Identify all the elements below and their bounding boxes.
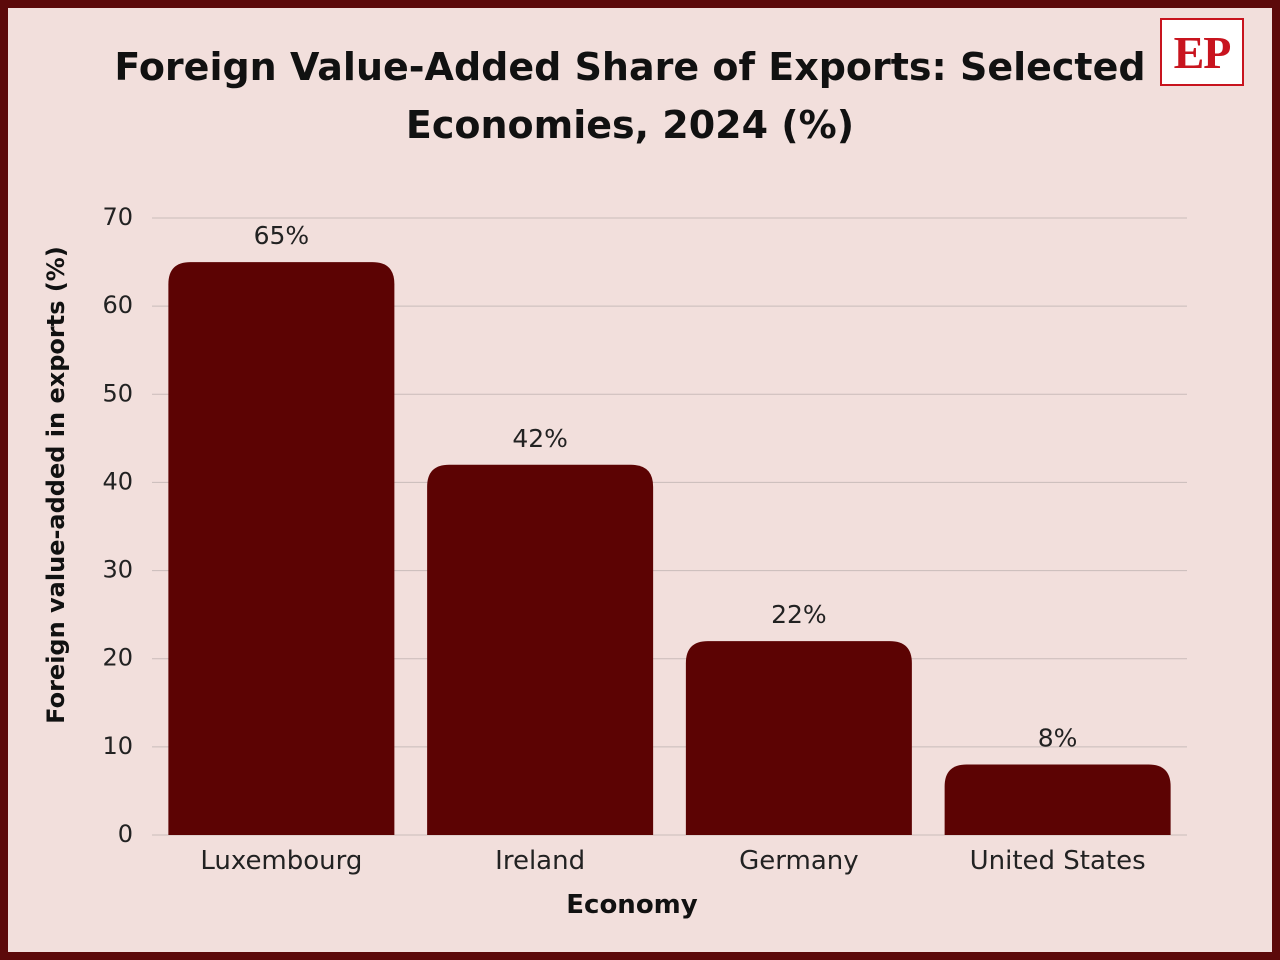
y-tick-label: 30 (102, 556, 133, 584)
y-tick-label: 40 (102, 467, 133, 495)
x-tick-label: Ireland (495, 846, 585, 876)
x-tick-label: Luxembourg (200, 846, 362, 876)
x-tick-label: United States (970, 846, 1146, 876)
chart-title: Foreign Value-Added Share of Exports: Se… (114, 45, 1146, 147)
y-tick-label: 20 (102, 644, 133, 672)
y-tick-label: 10 (102, 732, 133, 760)
logo-text: EP (1173, 26, 1232, 78)
y-tick-label: 0 (118, 820, 133, 848)
y-tick-label: 60 (102, 291, 133, 319)
y-tick-label: 50 (102, 379, 133, 407)
data-label: 65% (254, 221, 310, 250)
data-label: 22% (771, 600, 827, 629)
bar-germany (685, 641, 912, 835)
x-axis-label: Economy (566, 890, 698, 920)
y-tick-label: 70 (102, 203, 133, 231)
ep-logo: EP (1160, 18, 1244, 86)
bar-luxembourg (168, 262, 395, 836)
data-label: 8% (1038, 723, 1078, 752)
x-tick-label: Germany (739, 846, 859, 876)
bar-united-states (944, 764, 1171, 835)
bar-ireland (427, 464, 654, 835)
data-label: 42% (512, 424, 568, 453)
